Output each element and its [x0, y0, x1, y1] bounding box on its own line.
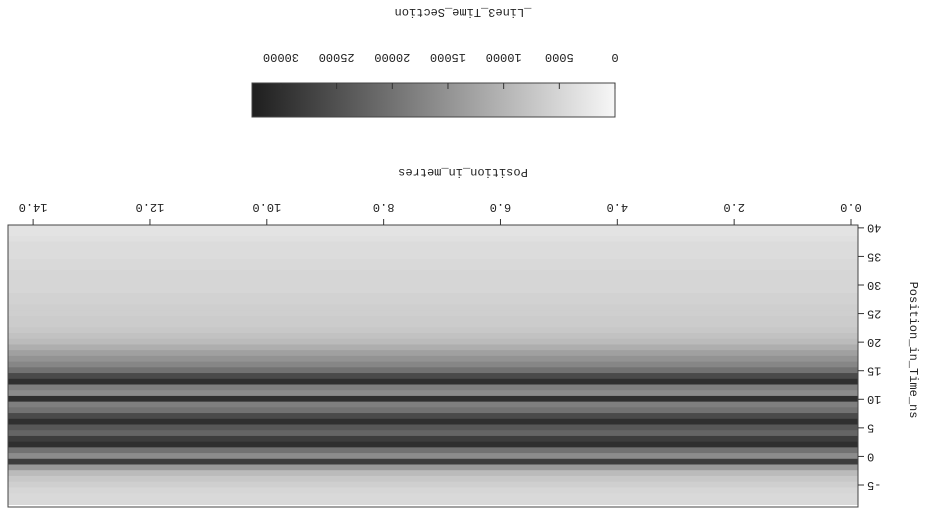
- heatmap-row: [8, 236, 858, 242]
- heatmap-row: [8, 402, 858, 408]
- x-tick-label: 0.0: [840, 200, 862, 214]
- x-tick-label: 14.0: [19, 200, 48, 214]
- heatmap-row: [8, 482, 858, 488]
- colorbar-tick-label: 10000: [486, 50, 522, 64]
- heatmap-row: [8, 276, 858, 282]
- heatmap-row: [8, 385, 858, 391]
- y-tick-label: 35: [867, 249, 881, 263]
- y-axis-label: Position_in_Time_ns: [906, 282, 920, 419]
- x-axis-label: Position_in_metres: [398, 165, 528, 179]
- y-tick-label: 5: [867, 421, 874, 435]
- heatmap-row: [8, 230, 858, 236]
- y-tick-label: -5: [867, 478, 881, 492]
- heatmap-row: [8, 390, 858, 396]
- x-tick-label: 8.0: [373, 200, 395, 214]
- chart: _Line3_Time_Section Position_in_metres P…: [0, 0, 925, 519]
- heatmap-row: [8, 327, 858, 333]
- heatmap-row: [8, 265, 858, 271]
- colorbar-tick-label: 15000: [430, 50, 466, 64]
- y-tick-label: 10: [867, 392, 881, 406]
- heatmap-row: [8, 447, 858, 453]
- heatmap-row: [8, 305, 858, 311]
- heatmap-row: [8, 373, 858, 379]
- heatmap-row: [8, 476, 858, 482]
- rotated-figure: _Line3_Time_Section Position_in_metres P…: [8, 5, 920, 507]
- colorbar-tick-label: 25000: [319, 50, 355, 64]
- heatmap-row: [8, 465, 858, 471]
- x-tick-label: 12.0: [136, 200, 165, 214]
- heatmap-row: [8, 413, 858, 419]
- heatmap-row: [8, 442, 858, 448]
- heatmap-row: [8, 487, 858, 493]
- colorbar-tick-label: 5000: [545, 50, 574, 64]
- heatmap-row: [8, 253, 858, 259]
- y-tick-label: 0: [867, 449, 874, 463]
- heatmap-row: [8, 270, 858, 276]
- y-tick-label: 20: [867, 335, 881, 349]
- heatmap-row: [8, 350, 858, 356]
- chart-title: _Line3_Time_Section: [395, 5, 533, 19]
- heatmap-row: [8, 453, 858, 459]
- x-tick-label: 4.0: [607, 200, 629, 214]
- heatmap-row: [8, 379, 858, 385]
- heatmap-row: [8, 316, 858, 322]
- y-tick-label: 40: [867, 221, 881, 235]
- heatmap-row: [8, 419, 858, 425]
- heatmap-row: [8, 322, 858, 328]
- colorbar-tick-label: 0: [611, 50, 618, 64]
- heatmap-row: [8, 345, 858, 351]
- heatmap-row: [8, 333, 858, 339]
- colorbar-tick-label: 30000: [263, 50, 299, 64]
- heatmap-row: [8, 362, 858, 368]
- heatmap-row: [8, 247, 858, 253]
- x-tick-label: 6.0: [490, 200, 512, 214]
- heatmap-row: [8, 293, 858, 299]
- heatmap-row: [8, 436, 858, 442]
- y-tick-label: 15: [867, 364, 881, 378]
- heatmap-row: [8, 287, 858, 293]
- heatmap-row: [8, 407, 858, 413]
- heatmap-row: [8, 499, 858, 505]
- colorbar-tick-label: 20000: [374, 50, 410, 64]
- x-tick-label: 2.0: [723, 200, 745, 214]
- heatmap-row: [8, 282, 858, 288]
- heatmap-row: [8, 310, 858, 316]
- heatmap-row: [8, 339, 858, 345]
- heatmap-row: [8, 459, 858, 465]
- heatmap-row: [8, 493, 858, 499]
- heatmap-row: [8, 425, 858, 431]
- heatmap-row: [8, 430, 858, 436]
- x-tick-label: 10.0: [252, 200, 281, 214]
- heatmap-row: [8, 367, 858, 373]
- heatmap-row: [8, 470, 858, 476]
- colorbar: [252, 83, 615, 117]
- heatmap-row: [8, 259, 858, 265]
- y-tick-label: 30: [867, 278, 881, 292]
- heatmap-row: [8, 396, 858, 402]
- heatmap-row: [8, 356, 858, 362]
- heatmap-row: [8, 299, 858, 305]
- y-tick-label: 25: [867, 306, 881, 320]
- heatmap-row: [8, 242, 858, 248]
